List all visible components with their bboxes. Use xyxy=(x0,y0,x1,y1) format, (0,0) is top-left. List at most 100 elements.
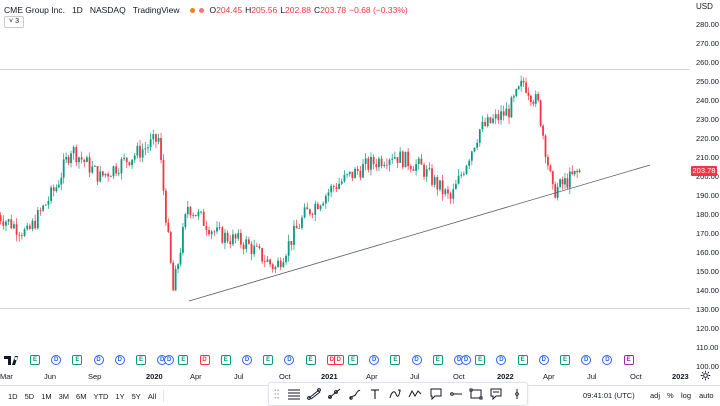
candle-body xyxy=(517,86,520,90)
timeframe-5d[interactable]: 5D xyxy=(24,391,35,401)
horizontal-line-upper[interactable] xyxy=(0,69,690,70)
candle-body xyxy=(277,260,279,268)
candle-body xyxy=(165,190,167,223)
candle-body xyxy=(319,205,322,210)
candle-body xyxy=(351,171,354,179)
time-axis-label: Jul xyxy=(410,372,420,381)
candle-body xyxy=(476,142,479,148)
candle-body xyxy=(229,241,232,245)
currency-status-icon[interactable] xyxy=(198,7,204,13)
pen-icon[interactable] xyxy=(344,385,364,403)
earnings-event-icon[interactable]: E xyxy=(305,355,316,365)
gear-icon[interactable] xyxy=(700,370,711,381)
horizontal-line-lower[interactable] xyxy=(0,308,690,309)
dividend-event-icon[interactable]: D xyxy=(369,355,380,365)
dividend-event-icon[interactable]: D xyxy=(411,355,422,365)
earnings-event-icon[interactable]: E xyxy=(560,355,570,365)
dividend-event-icon[interactable]: D xyxy=(51,355,62,365)
candle-body xyxy=(93,166,96,167)
timeframe-6m[interactable]: 6M xyxy=(76,391,87,401)
trend-line[interactable] xyxy=(188,164,651,302)
timeframe-5y[interactable]: 5Y xyxy=(131,391,141,401)
dividend-event-icon[interactable]: D xyxy=(242,355,252,365)
timeframe-ytd[interactable]: YTD xyxy=(93,391,109,401)
interval[interactable]: 1D xyxy=(71,5,83,15)
ray-icon[interactable] xyxy=(324,385,344,403)
time-axis-label: Jul xyxy=(234,372,244,381)
market-status-icon[interactable] xyxy=(189,7,195,13)
candle-body xyxy=(520,80,523,87)
candle-body xyxy=(205,225,208,231)
price-axis-label: 270.00 xyxy=(696,39,719,48)
percent-button[interactable]: % xyxy=(667,391,674,400)
collapse-legend-button[interactable]: ˅ 3 xyxy=(4,16,24,28)
dividend-event-icon[interactable]: D xyxy=(114,355,125,365)
polyline-icon[interactable] xyxy=(405,385,425,403)
candle-body xyxy=(109,176,112,178)
trend-line-icon[interactable] xyxy=(304,385,324,403)
log-button[interactable]: log xyxy=(681,391,692,400)
candle-body xyxy=(80,157,83,160)
timeframe-1m[interactable]: 1M xyxy=(41,391,52,401)
price-chart[interactable] xyxy=(0,0,690,370)
dividend-event-icon[interactable]: D xyxy=(461,355,471,365)
dividend-event-icon[interactable]: D xyxy=(164,355,175,365)
time-axis-label: Apr xyxy=(366,372,378,381)
dividend-event-icon[interactable]: D xyxy=(93,355,104,365)
symbol-name[interactable]: CME Group Inc. xyxy=(4,5,65,15)
earnings-event-icon[interactable]: E xyxy=(220,355,231,365)
candle-body xyxy=(44,204,47,206)
earnings-event-icon[interactable]: E xyxy=(390,355,401,365)
rectangle-icon[interactable] xyxy=(466,385,486,403)
timeframe-1y[interactable]: 1Y xyxy=(115,391,125,401)
candle-body xyxy=(131,159,133,166)
earnings-event-icon[interactable]: E xyxy=(72,355,83,365)
candle-body xyxy=(55,187,58,191)
candle-body xyxy=(28,225,31,229)
dividend-event-icon[interactable]: D xyxy=(581,355,592,365)
earnings-event-icon[interactable]: E xyxy=(30,355,40,365)
candle-body xyxy=(245,239,248,250)
time-axis-label: Oct xyxy=(453,372,465,381)
text-icon[interactable] xyxy=(365,385,385,403)
currency-label[interactable]: USD xyxy=(696,2,713,11)
clock[interactable]: 09:41:01 (UTC) xyxy=(583,391,635,400)
dividend-event-icon[interactable]: D xyxy=(333,355,344,365)
candle-body xyxy=(125,157,128,163)
candlestick-series xyxy=(0,75,581,291)
candle-body xyxy=(571,171,574,175)
timeframe-1d[interactable]: 1D xyxy=(8,391,18,401)
measure-icon[interactable] xyxy=(446,385,466,403)
path-icon[interactable] xyxy=(385,385,405,403)
dividend-event-icon[interactable]: D xyxy=(496,355,507,365)
candle-body xyxy=(527,92,530,96)
earnings-event-icon[interactable]: E xyxy=(623,355,634,365)
auto-button[interactable]: auto xyxy=(699,391,714,400)
candle-body xyxy=(36,210,39,229)
time-axis[interactable]: Mar Jun Sep 2020 Apr Jul Oct 2021 Apr Jul Oct 2022 A… xyxy=(0,372,690,384)
earnings-event-icon[interactable]: E xyxy=(263,355,274,365)
price-axis-label: 190.00 xyxy=(696,191,719,200)
timeframe-all[interactable]: All xyxy=(147,391,157,401)
callout-icon[interactable] xyxy=(426,385,446,403)
note-icon[interactable] xyxy=(486,385,506,403)
timeframe-3m[interactable]: 3M xyxy=(58,391,70,401)
earnings-event-icon[interactable]: E xyxy=(517,355,528,365)
dividend-event-icon[interactable]: D xyxy=(538,355,549,365)
earnings-event-icon[interactable]: E xyxy=(475,355,486,365)
earnings-event-icon[interactable]: E xyxy=(136,355,146,365)
candle-body xyxy=(348,171,351,174)
drag-handle-icon[interactable] xyxy=(274,388,280,400)
candle-body xyxy=(62,159,65,178)
horizontal-lines-icon[interactable] xyxy=(284,385,304,403)
earnings-event-icon[interactable]: E xyxy=(348,355,358,365)
earnings-event-icon[interactable]: E xyxy=(178,355,189,365)
tradingview-logo[interactable] xyxy=(4,353,22,365)
dividend-event-icon[interactable]: D xyxy=(602,355,613,365)
dividend-event-icon[interactable]: D xyxy=(284,355,295,365)
earnings-event-icon[interactable]: E xyxy=(432,355,443,365)
time-axis-label: 2022 xyxy=(497,372,514,381)
vertical-line-icon[interactable] xyxy=(507,385,527,403)
dividend-event-icon[interactable]: D xyxy=(199,355,210,365)
adjust-button[interactable]: adj xyxy=(650,391,661,400)
